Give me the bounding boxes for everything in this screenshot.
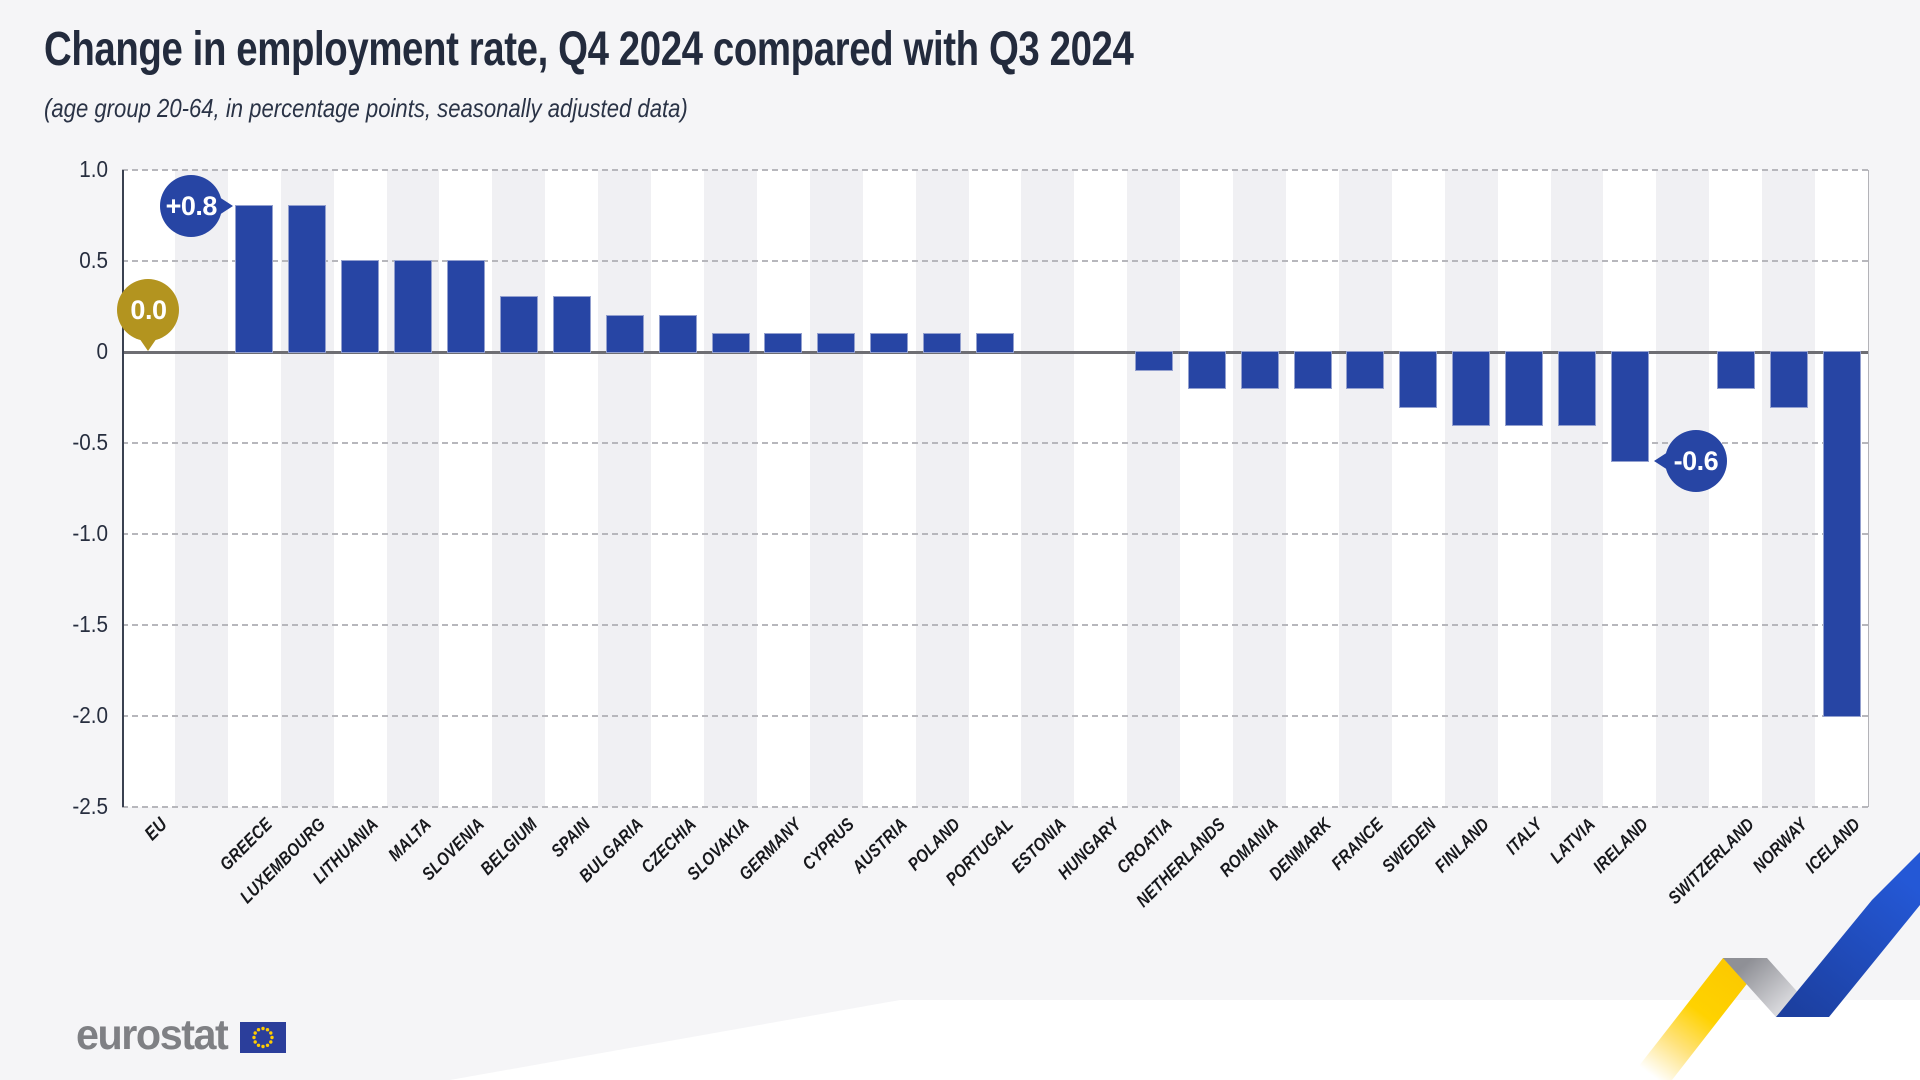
bar-sweden [1400,352,1437,407]
bar-luxembourg [289,206,326,352]
x-label-finland: FINLAND [1431,814,1494,877]
bar-denmark [1294,352,1331,389]
column-band [1497,170,1552,807]
gridline [122,806,1868,808]
y-tick-label: -2.5 [72,793,108,819]
gridline [122,260,1868,262]
y-tick-label: 1.0 [79,156,108,182]
bar-austria [871,333,908,352]
x-label-sweden: SWEDEN [1378,814,1441,877]
eurostat-logo: eurostat [76,1014,286,1057]
bar-slovakia [712,333,749,352]
column-band [1021,170,1076,807]
column-band [1762,170,1817,807]
y-axis-line [122,170,124,807]
column-band [1233,170,1287,807]
column-band [651,170,705,807]
bar-germany [765,333,802,352]
bar-lithuania [342,261,379,352]
bar-poland [924,333,961,352]
x-label-norway: NORWAY [1748,814,1811,877]
bar-france [1347,352,1384,389]
column-band [915,170,970,807]
column-band [492,170,547,807]
bar-slovenia [447,261,484,352]
bar-portugal [977,333,1013,352]
bar-finland [1453,352,1490,425]
column-band [122,170,176,807]
x-label-spain: SPAIN [546,814,594,861]
bar-ireland [1611,352,1648,462]
column-band [756,170,811,807]
bar-romania [1241,352,1278,389]
callout-eu: 0.0 [117,279,180,341]
zero-gridline [122,351,1868,354]
x-label-eu: EU [140,814,172,845]
column-band [1603,170,1658,807]
callout-greece: +0.8 [160,175,223,238]
x-label-malta: MALTA [384,814,436,865]
bar-greece [236,206,273,352]
gridline [122,715,1868,717]
bar-switzerland [1717,352,1754,389]
x-label-belgium: BELGIUM [476,814,541,879]
bar-malta [395,261,431,352]
column-band [809,170,864,807]
column-band [545,170,600,807]
column-band [1127,170,1182,807]
column-band [1444,170,1499,807]
page-title: Change in employment rate, Q4 2024 compa… [44,23,1134,76]
eu-flag-icon [239,1022,286,1053]
column-band [598,170,653,807]
bar-cyprus [818,333,855,352]
gridline [122,169,1868,171]
bar-latvia [1559,352,1595,425]
bar-norway [1770,352,1807,407]
x-label-ireland: IRELAND [1589,814,1653,877]
column-band [174,170,229,807]
eurostat-logo-text: eurostat [76,1011,229,1059]
x-label-italy: ITALY [1501,814,1547,859]
gridline [122,442,1868,444]
column-band [1709,170,1764,807]
x-label-switzerland: SWITZERLAND [1663,814,1758,908]
bar-croatia [1135,352,1172,371]
x-label-france: FRANCE [1327,814,1388,874]
column-band [704,170,758,807]
bar-bulgaria [606,315,643,352]
column-band [1550,170,1605,807]
y-tick-label: -1.0 [72,520,108,546]
bar-spain [553,297,590,352]
bar-czechia [659,315,696,352]
callout-ireland: -0.6 [1664,430,1727,493]
column-band [1180,170,1235,807]
column-band [1074,170,1129,807]
bar-netherlands [1188,352,1225,389]
column-band [1338,170,1393,807]
x-label-iceland: ICELAND [1800,814,1864,877]
gridline [122,624,1868,626]
bar-italy [1506,352,1543,425]
y-tick-label: 0.5 [79,247,108,273]
bar-iceland [1823,352,1860,716]
column-band [862,170,917,807]
gridline [122,533,1868,535]
y-tick-label: 0 [96,338,108,364]
y-tick-label: -1.5 [72,611,108,637]
page-subtitle: (age group 20-64, in percentage points, … [44,93,688,123]
column-band [1286,170,1340,807]
column-band [1391,170,1446,807]
column-band [968,170,1023,807]
y-tick-label: -0.5 [72,429,108,455]
bar-belgium [500,297,537,352]
y-tick-label: -2.0 [72,702,108,728]
x-label-austria: AUSTRIA [848,814,912,877]
